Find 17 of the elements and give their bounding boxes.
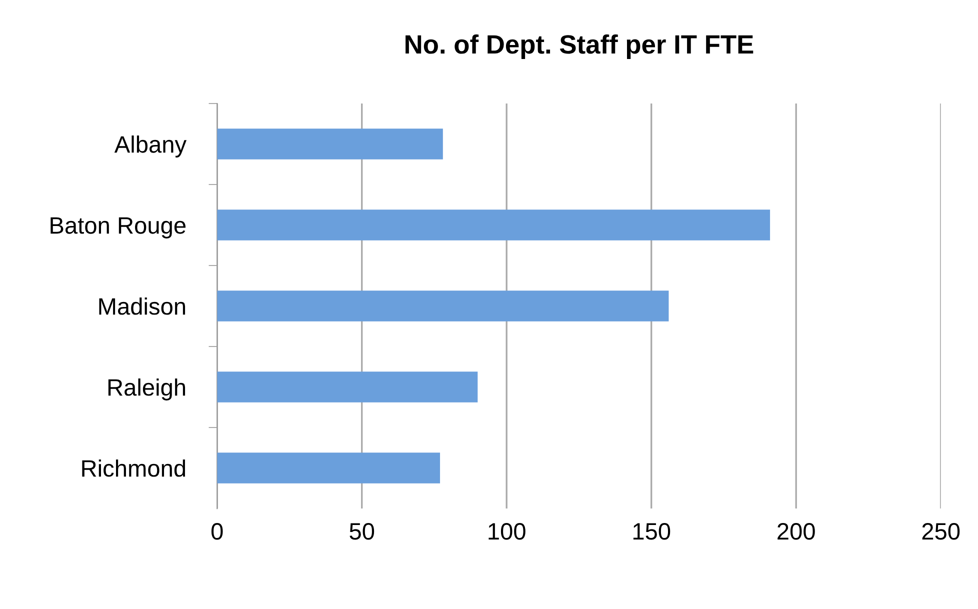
bar xyxy=(217,452,440,484)
bar xyxy=(217,210,770,240)
bar xyxy=(217,290,669,322)
x-tick-label: 100 xyxy=(488,523,526,540)
x-tick-label: 250 xyxy=(922,523,960,540)
x-tick-label: 200 xyxy=(778,523,815,540)
x-tick-label: 150 xyxy=(633,523,670,540)
y-tick-label: Baton Rouge xyxy=(50,217,186,238)
bar xyxy=(217,128,443,160)
y-tick-label: Raleigh xyxy=(108,378,186,400)
y-tick-label: Richmond xyxy=(82,459,186,477)
bar xyxy=(217,372,478,402)
chart-title: No. of Dept. Staff per IT FTE xyxy=(406,34,754,60)
y-tick-label: Albany xyxy=(114,135,187,158)
x-tick-label: 50 xyxy=(350,523,374,540)
y-tick-label: Madison xyxy=(99,297,186,315)
x-tick-label: 0 xyxy=(211,523,223,540)
